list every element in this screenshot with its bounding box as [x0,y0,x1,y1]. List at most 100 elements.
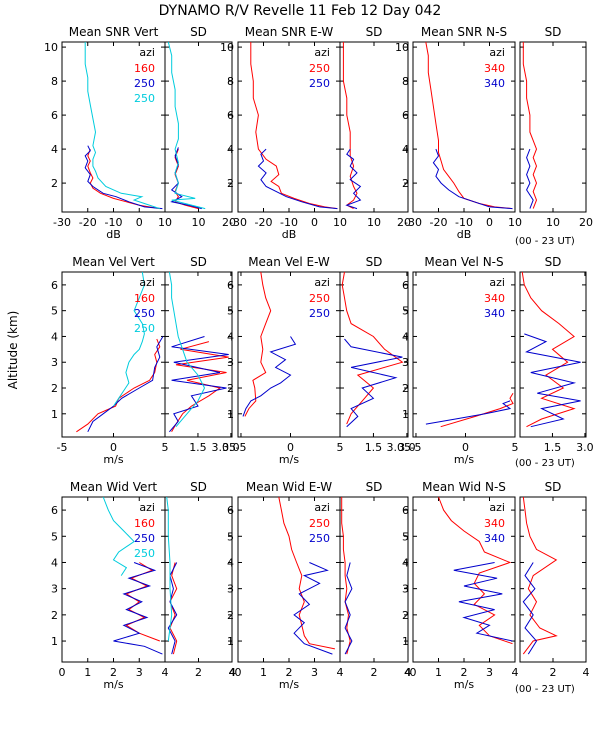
series-line-340-1 [522,42,538,209]
panel-vel-vert: Mean Vel Vert 1 2 3 4 5 6 -5 0 5 m/s azi 160 250 250 [51,255,169,466]
series-line-340-2 [425,400,512,425]
series-line-250-3 [168,271,206,428]
x-tick-label: 2 [195,666,202,679]
y-tick-label: 6 [227,279,234,292]
y-tick-label: 4 [402,556,409,569]
legend-entry: 250 [134,532,155,545]
series-line-250-2 [87,336,164,433]
y-tick-label: 2 [227,382,234,395]
x-tick-label: 10 [192,216,206,229]
legend-entry: 340 [484,62,505,75]
x-tick-label: -10 [105,216,123,229]
legend-entry: 250 [309,307,330,320]
y-tick-label: 5 [51,530,58,543]
y-tick-label: 2 [51,382,58,395]
x-tick-label: 1 [435,666,442,679]
legend-entry: 250 [134,547,155,560]
x-axis-label: dB [282,228,297,241]
series-line-340-2 [524,333,581,428]
panel-title: SD [366,25,383,39]
x-tick-prefix: 20 [397,216,411,229]
x-tick-label: 1.5 [544,441,562,454]
y-tick-label: 2 [402,177,409,190]
y-tick-label: 2 [51,609,58,622]
legend-entry: 250 [309,532,330,545]
y-tick-label: 2 [402,609,409,622]
panel-snr-ns-sd: SD 10 20 [519,25,593,229]
x-tick-label: 3 [486,666,493,679]
series-line-250-1 [278,496,335,650]
x-tick-label: -30 [404,216,422,229]
x-tick-label: 3 [311,666,318,679]
series-line-250-2 [84,145,163,210]
x-tick-label: 0 [311,216,318,229]
legend-header: azi [139,46,155,59]
panel-title: Mean SNR N-S [421,25,507,39]
y-tick-label: 5 [402,305,409,318]
y-tick-label: 4 [51,330,58,343]
legend-header: azi [314,46,330,59]
x-tick-prefix: 4 [404,666,411,679]
panel-title: SD [190,480,207,494]
panel-vel-vert-sd: SD 1.5 3.0 [164,255,240,454]
x-tick-label: 0 [410,666,417,679]
x-tick-prefix: 20 [222,216,236,229]
x-tick-label: 5 [337,441,344,454]
panel-title: SD [366,480,383,494]
series-line-160-1 [76,338,161,433]
series-line-250-1 [250,42,338,210]
legend-header: azi [139,501,155,514]
panel-wid-vert: Mean Wid Vert 1 2 3 4 5 6 0 1 2 3 4 m/s azi 160 250 250 [51,480,169,691]
series-line-340-1 [522,496,558,655]
panel-title: SD [545,255,562,269]
x-tick-label: 4 [583,666,590,679]
y-tick-label: 1 [402,635,409,648]
x-tick-label: 10 [333,216,347,229]
series-line-250-1 [341,497,351,655]
series-line-340-2 [453,562,513,642]
legend-entry: 160 [134,62,155,75]
y-tick-label: 5 [227,530,234,543]
y-tick-label: 4 [402,330,409,343]
x-tick-label: -20 [255,216,273,229]
panel-title: Mean Wid N-S [422,480,506,494]
panel-wid-ns-sd: SD 2 4 [519,480,590,679]
panel-vel-ew-sd: SD 1.5 3.0 [339,255,416,454]
series-line-340-1 [438,496,513,645]
x-tick-label: 2 [110,666,117,679]
y-tick-label: 10 [395,41,409,54]
time-note-row-2: (00 - 23 UT) [515,458,575,469]
legend-entry: 250 [309,292,330,305]
y-tick-label: 3 [51,356,58,369]
series-line-250-3 [166,496,173,642]
x-tick-label: 4 [337,666,344,679]
x-tick-label: -10 [280,216,298,229]
x-tick-label: 10 [158,216,172,229]
y-tick-label: 1 [51,635,58,648]
y-tick-label: 1 [402,408,409,421]
panel-title: Mean Vel N-S [424,255,503,269]
x-tick-label: 10 [367,216,381,229]
legend-header: azi [489,46,505,59]
y-tick-label: 4 [227,143,234,156]
y-tick-label: 6 [51,109,58,122]
legend-entry: 250 [309,62,330,75]
legend-entry: 250 [134,92,155,105]
x-tick-label: 4 [512,666,519,679]
panel-title: SD [366,255,383,269]
altitude-axis-label: Altitude (km) [6,311,20,390]
x-axis-label: m/s [454,678,474,691]
x-tick-label: 3.0 [398,441,416,454]
series-line-250-2 [345,148,362,210]
series-line-340-2 [522,562,538,655]
panel-title: Mean Vel Vert [72,255,155,269]
legend-header: azi [489,501,505,514]
y-tick-label: 6 [402,504,409,517]
x-tick-label: 3 [136,666,143,679]
x-tick-label: -10 [455,216,473,229]
x-tick-label: 5 [162,441,169,454]
x-axis-label: m/s [279,453,299,466]
y-tick-label: 10 [44,41,58,54]
y-tick-label: 2 [402,382,409,395]
x-tick-label: -20 [430,216,448,229]
